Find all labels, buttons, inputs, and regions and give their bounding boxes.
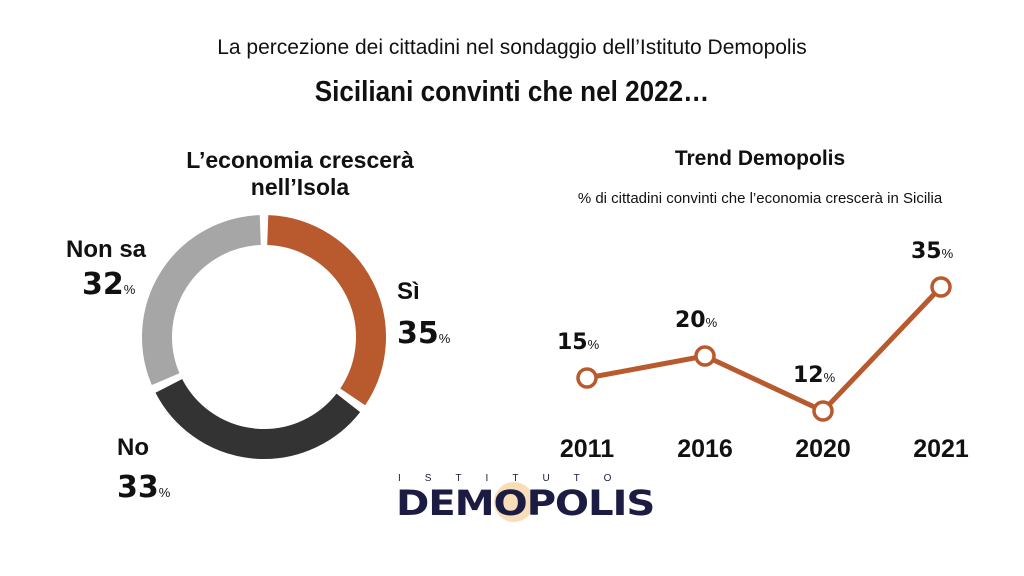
page-title: Siciliani convinti che nel 2022… [314,76,710,108]
data-label: 12% [793,363,836,388]
value-non-sa: 32% [82,267,136,302]
x-tick-label: 2011 [559,435,615,463]
label-no: No [117,434,149,461]
label-non-sa: Non sa [66,236,147,263]
logo: DEMOPOLIS [396,484,655,524]
donut-title: L’economia crescerà nell’Isola [186,147,414,200]
data-label: 15% [557,330,600,355]
data-point [694,345,716,367]
donut-slice [142,215,262,386]
data-label: 20% [675,308,718,333]
value-no: 33% [117,470,171,505]
logo-glow [494,482,534,522]
x-tick-label: 2021 [913,435,969,463]
donut-slice [155,378,361,459]
data-point [812,400,834,422]
donut-slice [266,215,386,406]
data-label: 35% [911,239,954,264]
line-subtitle: % di cittadini convinti che l’economia c… [577,190,943,207]
line-title: Trend Demopolis [674,147,846,170]
x-tick-label: 2016 [677,435,733,463]
x-tick-label: 2020 [795,435,851,463]
suptitle: La percezione dei cittadini nel sondaggi… [217,36,807,59]
label-si: Sì [397,278,420,305]
logo-top: ISTITUTO [398,473,636,484]
data-point [930,276,952,298]
line-series [586,285,943,415]
value-si: 35% [397,316,451,351]
data-point [576,367,598,389]
